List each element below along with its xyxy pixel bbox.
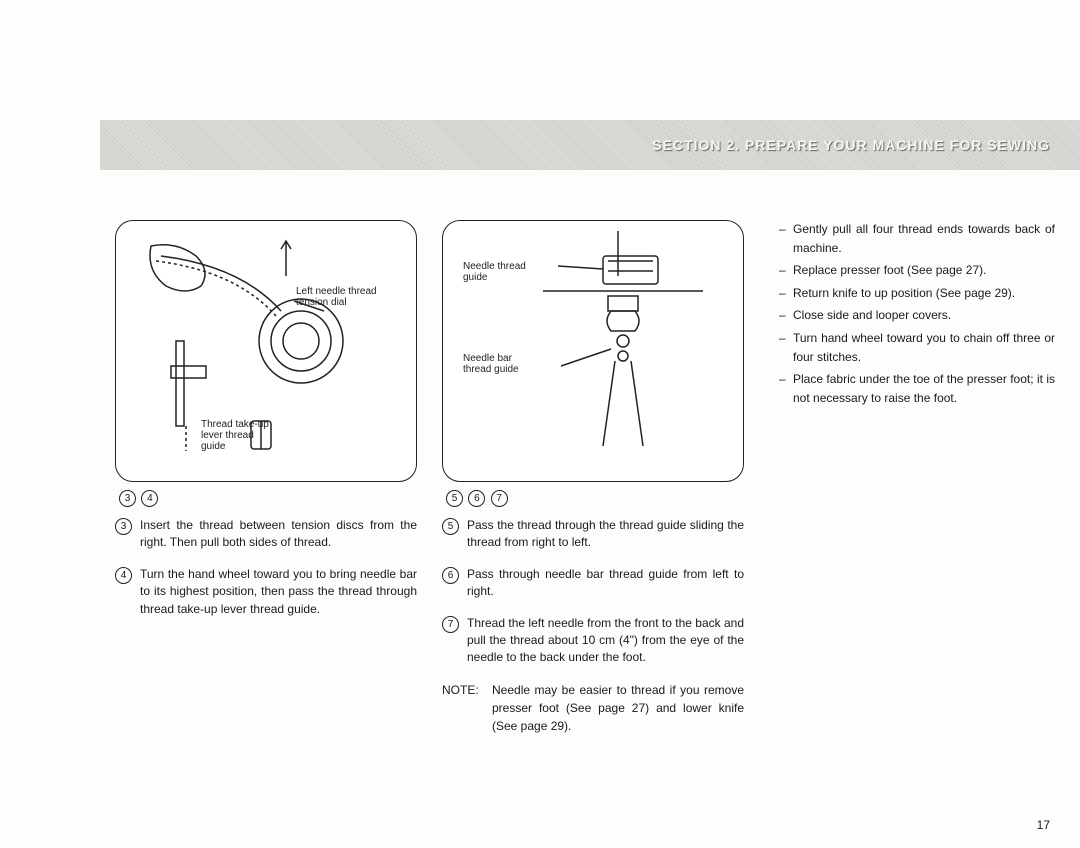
label-tension-dial: Left needle thread tension dial xyxy=(296,286,377,308)
bullet-text: Gently pull all four thread ends towards… xyxy=(793,220,1055,257)
bullet-text: Place fabric under the toe of the presse… xyxy=(793,370,1055,407)
label-thread-guide: Needle thread guide xyxy=(463,261,526,283)
circled-number: 4 xyxy=(115,567,132,584)
step-6: 6 Pass through needle bar thread guide f… xyxy=(442,566,744,601)
bullet-list: –Gently pull all four thread ends toward… xyxy=(779,220,1055,407)
step-3: 3 Insert the thread between tension disc… xyxy=(115,517,417,552)
circled-number: 5 xyxy=(442,518,459,535)
bullet-item: –Place fabric under the toe of the press… xyxy=(779,370,1055,407)
column-middle: Needle thread guide Needle bar thread gu… xyxy=(442,220,744,735)
bullet-text: Turn hand wheel toward you to chain off … xyxy=(793,329,1055,366)
bullet-item: –Close side and looper covers. xyxy=(779,306,1055,325)
step-7: 7 Thread the left needle from the front … xyxy=(442,615,744,667)
bullet-text: Replace presser foot (See page 27). xyxy=(793,261,986,280)
circled-number: 7 xyxy=(491,490,508,507)
column-left: Left needle thread tension dial Thread t… xyxy=(115,220,417,735)
step-text: Thread the left needle from the front to… xyxy=(467,615,744,667)
step-text: Pass the thread through the thread guide… xyxy=(467,517,744,552)
figure1-step-numbers: 3 4 xyxy=(119,490,417,507)
step-4: 4 Turn the hand wheel toward you to brin… xyxy=(115,566,417,618)
step-text: Insert the thread between tension discs … xyxy=(140,517,417,552)
label-takeup-lever: Thread take-up lever thread guide xyxy=(201,419,269,452)
circled-number: 7 xyxy=(442,616,459,633)
bullet-item: –Return knife to up position (See page 2… xyxy=(779,284,1055,303)
circled-number: 5 xyxy=(446,490,463,507)
page-content: Left needle thread tension dial Thread t… xyxy=(115,220,1055,735)
bullet-item: –Turn hand wheel toward you to chain off… xyxy=(779,329,1055,366)
page-number: 17 xyxy=(1037,818,1050,832)
figure-needle-guide: Needle thread guide Needle bar thread gu… xyxy=(442,220,744,482)
circled-number: 6 xyxy=(468,490,485,507)
section-title: SECTION 2. PREPARE YOUR MACHINE FOR SEWI… xyxy=(652,137,1050,153)
figure2-step-numbers: 5 6 7 xyxy=(446,490,744,507)
note-label: NOTE: xyxy=(442,681,492,735)
circled-number: 4 xyxy=(141,490,158,507)
column-right: –Gently pull all four thread ends toward… xyxy=(769,220,1055,735)
bullet-item: –Gently pull all four thread ends toward… xyxy=(779,220,1055,257)
note-text: Needle may be easier to thread if you re… xyxy=(492,681,744,735)
circled-number: 3 xyxy=(119,490,136,507)
step-text: Pass through needle bar thread guide fro… xyxy=(467,566,744,601)
bullet-item: –Replace presser foot (See page 27). xyxy=(779,261,1055,280)
section-header: SECTION 2. PREPARE YOUR MACHINE FOR SEWI… xyxy=(100,120,1080,170)
note-block: NOTE: Needle may be easier to thread if … xyxy=(442,681,744,735)
label-needle-bar-guide: Needle bar thread guide xyxy=(463,353,519,375)
circled-number: 6 xyxy=(442,567,459,584)
bullet-text: Return knife to up position (See page 29… xyxy=(793,284,1015,303)
circled-number: 3 xyxy=(115,518,132,535)
bullet-text: Close side and looper covers. xyxy=(793,306,951,325)
step-5: 5 Pass the thread through the thread gui… xyxy=(442,517,744,552)
figure-tension-dial: Left needle thread tension dial Thread t… xyxy=(115,220,417,482)
needle-guide-illustration xyxy=(443,221,743,481)
step-text: Turn the hand wheel toward you to bring … xyxy=(140,566,417,618)
